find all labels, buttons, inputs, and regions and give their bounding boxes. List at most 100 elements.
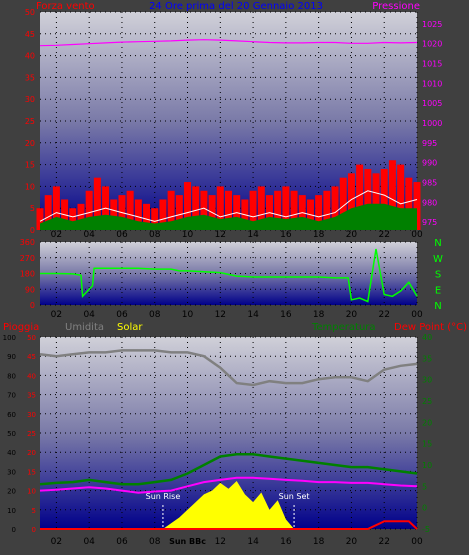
y-temp-tick: 35 [422,354,432,363]
y-rain-tick: 45 [27,353,36,361]
sun-annotation: Sun Rise [146,492,181,501]
y-left-tick: 50 [25,8,35,17]
y-humidity-tick: 50 [7,430,16,438]
y-right-tick: 980 [422,198,437,207]
y-humidity-tick: 90 [7,353,16,361]
compass-label: N [434,301,441,312]
wind-bar [85,190,93,230]
x-tick-label: 06 [116,537,128,547]
wind-bar [93,177,101,230]
y-temp-tick: 5 [422,482,427,491]
wind-bar [200,190,208,230]
x-tick-label: 16 [280,310,292,320]
y-temp-tick: 40 [422,333,432,342]
temperature-line [39,453,418,486]
y-humidity-tick: 40 [7,449,16,457]
y-dir-tick: 360 [20,238,35,247]
y-left-tick: 45 [25,30,35,39]
y-rain-tick: 30 [27,411,36,419]
y-dir-tick: 0 [30,301,35,310]
x-tick-label: 22 [378,230,389,240]
wind-bar [249,190,257,230]
solar-area [162,481,295,529]
y-left-tick: 40 [25,52,35,61]
legend-humidity: Umidita [65,322,104,333]
dewpoint-line [39,476,418,494]
x-tick-label: 20 [346,230,358,240]
wind-bar [175,195,183,230]
data-layer [36,39,421,530]
compass-label: N [434,238,441,249]
y-humidity-tick: 60 [7,411,16,419]
y-temp-tick: 20 [422,418,432,427]
wind-bar [323,190,331,230]
x-tick-label: 06 [116,230,128,240]
wind-bar [356,164,364,230]
y-right-tick: 1000 [422,119,442,128]
y-temp-tick: -5 [422,525,430,534]
wind-bar [167,190,175,230]
wind-bar [216,186,224,230]
y-rain-tick: 5 [32,507,36,515]
y-temp-tick: 25 [422,397,432,406]
wind-bar [134,199,142,230]
wind-bar [290,190,298,230]
wind-bar [77,203,85,230]
wind-bar [69,208,77,230]
x-tick-label: 12 [215,310,226,320]
wind-bar [413,182,421,230]
gust-line [39,190,418,222]
y-rain-tick: 50 [27,334,36,342]
y-humidity-tick: 70 [7,392,16,400]
y-temp-tick: 15 [422,440,432,449]
x-tick-label: 14 [247,537,259,547]
y-temp-tick: 30 [422,376,432,385]
wind-bar [36,208,44,230]
direction-line [40,248,418,303]
header-left: Forza vento [36,1,95,12]
x-tick-label: 20 [346,537,358,547]
wind-bar [397,164,405,230]
y-left-tick: 10 [25,182,35,191]
x-tick-label: 08 [149,537,161,547]
wind-bar [388,160,396,230]
y-temp-tick: 10 [422,461,432,470]
wind-bar [192,186,200,230]
wind-avg-area [40,203,417,230]
y-left-tick: 15 [25,161,35,170]
x-tick-label: 12 [215,537,226,547]
pressure-line [39,39,418,47]
x-tick-label: 08 [149,230,161,240]
wind-bar [339,177,347,230]
y-right-tick: 1015 [422,60,442,69]
x-tick-label: 12 [215,230,226,240]
plot-bg-direction [40,242,417,305]
x-tick-label: 18 [313,230,325,240]
wind-bar [405,177,413,230]
y-rain-tick: 40 [27,372,36,380]
x-tick-label: 22 [378,537,389,547]
y-left-tick: 35 [25,73,35,82]
wind-bar [184,182,192,230]
x-tick-label: 00 [411,537,423,547]
x-tick-label: 06 [116,310,128,320]
y-humidity-tick: 80 [7,372,16,380]
y-rain-tick: 15 [27,468,36,476]
x-tick-label: 20 [346,310,358,320]
humidity-line [39,349,418,387]
y-right-tick: 985 [422,178,437,187]
wind-bar [364,168,372,230]
wind-bar [151,208,159,230]
wind-bar [282,186,290,230]
grid-layer [40,11,418,530]
x-tick-label: 18 [313,310,325,320]
wind-bar [315,195,323,230]
wind-bar [159,199,167,230]
label-layer: 02 04 06 08 10 12 14 16 18 20 22 000510152025303540… [3,8,443,547]
wind-bar [225,190,232,230]
header-center: 24 Ore prima del 20 Gennaio 2013 [149,1,323,12]
x-tick-label: 16 [280,537,292,547]
x-tick-label: 10 [182,230,194,240]
